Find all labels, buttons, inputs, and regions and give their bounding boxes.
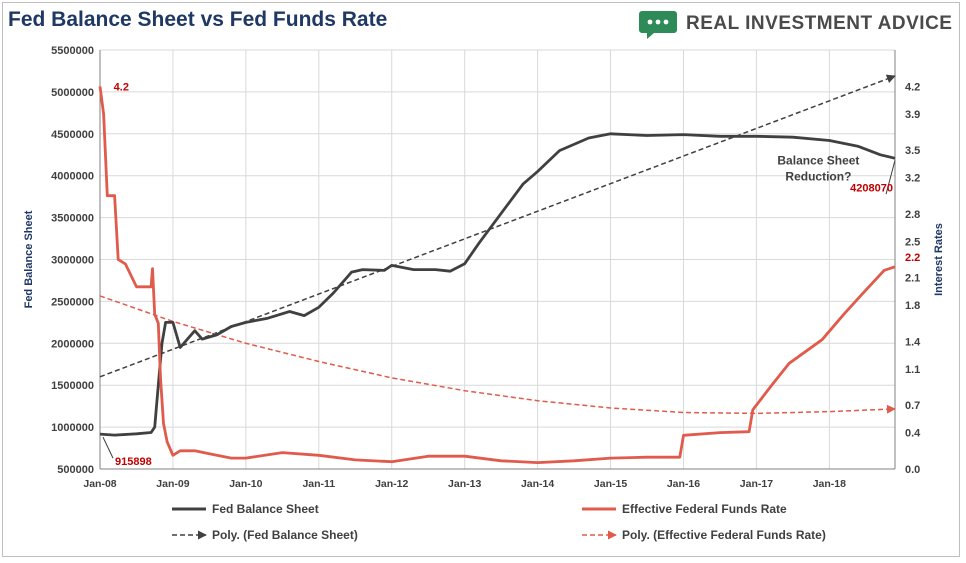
annotation-rate-start: 4.2	[114, 81, 129, 93]
x-tick-label: Jan-18	[813, 478, 846, 490]
y-right-tick-label: 3.5	[905, 145, 920, 157]
y-right-tick-label: 4.2	[905, 81, 920, 93]
y-right-tick-label: 1.4	[905, 336, 921, 348]
y-left-tick-label: 5500000	[51, 45, 94, 57]
y-right-tick-label: 1.1	[905, 364, 920, 376]
y-left-tick-label: 4000000	[51, 171, 94, 183]
legend-label: Effective Federal Funds Rate	[622, 502, 787, 516]
x-tick-label: Jan-09	[156, 478, 189, 490]
y-left-tick-label: 3500000	[51, 213, 94, 225]
x-tick-label: Jan-12	[375, 478, 408, 490]
y-left-tick-label: 5000000	[51, 87, 94, 99]
y-right-tick-label: 0.0	[905, 464, 920, 476]
y-right-tick-label: 3.9	[905, 109, 920, 121]
annotation-balance-sheet: Balance Sheet	[777, 154, 859, 168]
y-right-tick-label: 1.8	[905, 300, 920, 312]
y-left-axis-title: Fed Balance Sheet	[23, 210, 35, 308]
y-right-tick-label: 2.1	[905, 273, 920, 285]
x-tick-label: Jan-08	[83, 478, 116, 490]
annotation-balance-start: 915898	[115, 456, 152, 468]
annotation-balance-end: 4208070	[850, 182, 893, 194]
legend-label: Poly. (Effective Federal Funds Rate)	[622, 528, 826, 542]
series-line-effective-federal-funds-rate	[98, 86, 896, 464]
x-tick-label: Jan-10	[229, 478, 262, 490]
series-line-poly-fed-balance-sheet	[99, 74, 896, 378]
x-tick-label: Jan-17	[740, 478, 773, 490]
y-right-tick-label: 0.7	[905, 400, 920, 412]
x-tick-label: Jan-11	[302, 478, 335, 490]
y-left-tick-label: 3000000	[51, 255, 94, 267]
y-left-tick-label: 2000000	[51, 338, 94, 350]
y-left-tick-label: 1000000	[51, 422, 94, 434]
annotation-reduction: Reduction?	[785, 170, 851, 184]
series-line-poly-effective-federal-funds-rate	[99, 295, 896, 415]
chat-bubble-icon	[639, 11, 677, 39]
y-left-tick-label: 500000	[57, 464, 94, 476]
y-right-tick-label: 0.4	[905, 428, 921, 440]
y-right-tick-label: 2.5	[905, 236, 920, 248]
annotation-rate-end: 2.2	[905, 252, 920, 264]
y-right-axis-title: Interest Rates	[933, 223, 945, 296]
x-tick-label: Jan-13	[448, 478, 481, 490]
y-left-tick-label: 4500000	[51, 129, 94, 141]
chart-frame	[2, 2, 960, 557]
y-right-tick-label: 3.2	[905, 173, 920, 185]
brand-name: REAL INVESTMENT ADVICE	[686, 13, 953, 34]
legend-label: Poly. (Fed Balance Sheet)	[212, 528, 358, 542]
brand-logo: REAL INVESTMENT ADVICE	[638, 6, 952, 42]
y-right-tick-label: 2.8	[905, 209, 920, 221]
series-line-fed-balance-sheet	[99, 132, 896, 437]
legend-label: Fed Balance Sheet	[212, 502, 319, 516]
chart-title: Fed Balance Sheet vs Fed Funds Rate	[8, 8, 388, 31]
annotation-leader-line	[885, 160, 896, 195]
x-tick-label: Jan-14	[521, 478, 554, 490]
y-left-tick-label: 2500000	[51, 296, 94, 308]
x-tick-label: Jan-16	[667, 478, 700, 490]
x-tick-label: Jan-15	[594, 478, 627, 490]
annotation-leader-line	[102, 436, 114, 459]
y-left-tick-label: 1500000	[51, 380, 94, 392]
